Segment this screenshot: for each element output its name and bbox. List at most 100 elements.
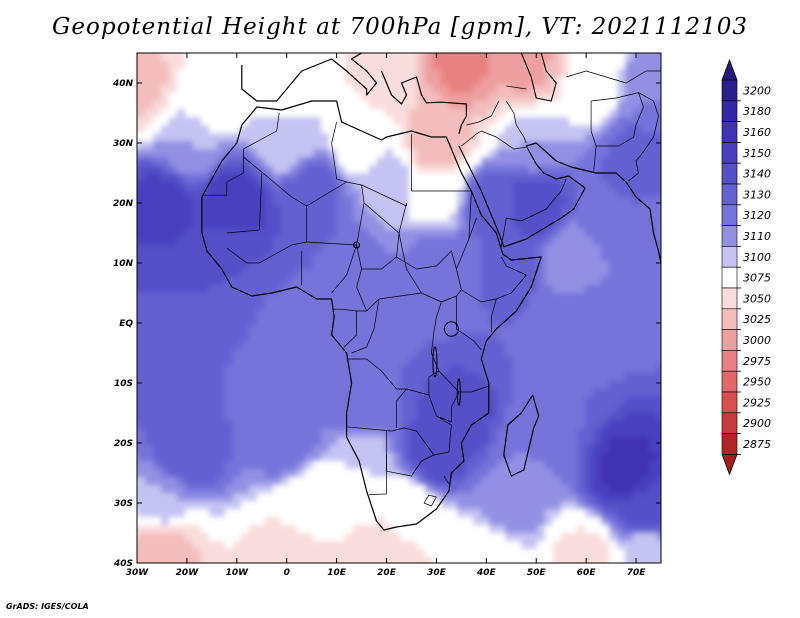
field-cell <box>185 173 194 182</box>
field-cell <box>193 525 202 534</box>
field-cell <box>297 293 306 302</box>
field-cell <box>425 333 434 342</box>
field-cell <box>337 69 346 78</box>
field-cell <box>185 213 194 222</box>
field-cell <box>625 205 634 214</box>
field-cell <box>273 549 282 558</box>
field-cell <box>473 237 482 246</box>
field-cell <box>601 93 610 102</box>
field-cell <box>169 77 178 86</box>
field-cell <box>457 277 466 286</box>
field-cell <box>201 333 210 342</box>
field-cell <box>433 493 442 502</box>
field-cell <box>441 309 450 318</box>
field-cell <box>337 517 346 526</box>
field-cell <box>177 517 186 526</box>
field-cell <box>497 565 506 574</box>
field-cell <box>369 221 378 230</box>
field-cell <box>545 469 554 478</box>
field-cell <box>289 173 298 182</box>
field-cell <box>233 477 242 486</box>
field-cell <box>401 461 410 470</box>
field-cell <box>289 413 298 422</box>
field-cell <box>513 381 522 390</box>
field-cell <box>585 541 594 550</box>
field-cell <box>369 477 378 486</box>
field-cell <box>513 405 522 414</box>
field-cell <box>161 213 170 222</box>
field-cell <box>577 421 586 430</box>
field-cell <box>361 349 370 358</box>
field-cell <box>225 93 234 102</box>
field-cell <box>649 541 658 550</box>
field-cell <box>657 469 661 478</box>
field-cell <box>233 93 242 102</box>
field-cell <box>649 261 658 270</box>
field-cell <box>425 533 434 542</box>
field-cell <box>457 349 466 358</box>
field-cell <box>665 485 674 494</box>
field-cell <box>225 373 234 382</box>
field-cell <box>585 77 594 86</box>
field-cell <box>201 61 210 70</box>
field-cell <box>393 373 402 382</box>
field-cell <box>369 253 378 262</box>
caspian-coastline <box>520 53 557 102</box>
field-cell <box>449 277 458 286</box>
colorbar-label: 3110 <box>743 230 771 243</box>
field-cell <box>561 461 570 470</box>
field-cell <box>665 413 674 422</box>
field-cell <box>657 229 661 238</box>
field-cell <box>297 149 306 158</box>
field-cell <box>353 277 362 286</box>
field-cell <box>449 133 458 142</box>
field-cell <box>529 501 538 510</box>
field-cell <box>265 501 274 510</box>
field-cell <box>241 93 250 102</box>
field-cell <box>241 101 250 110</box>
field-cell <box>169 533 178 542</box>
field-cell <box>433 333 442 342</box>
field-cell <box>369 461 378 470</box>
field-cell <box>457 541 466 550</box>
field-cell <box>625 117 634 126</box>
field-cell <box>329 53 338 62</box>
field-cell <box>497 157 506 166</box>
field-cell <box>169 157 178 166</box>
field-cell <box>561 421 570 430</box>
field-cell <box>153 141 162 150</box>
field-cell <box>377 509 386 518</box>
field-cell <box>233 357 242 366</box>
field-cell <box>337 389 346 398</box>
field-cell <box>481 357 490 366</box>
field-cell <box>593 453 602 462</box>
field-cell <box>233 77 242 86</box>
field-cell <box>169 485 178 494</box>
field-cell <box>345 301 354 310</box>
field-cell <box>289 133 298 142</box>
field-cell <box>545 501 554 510</box>
field-cell <box>529 181 538 190</box>
field-cell <box>273 445 282 454</box>
field-cell <box>177 213 186 222</box>
field-cell <box>593 109 602 118</box>
field-cell <box>457 309 466 318</box>
field-cell <box>321 237 330 246</box>
field-cell <box>201 429 210 438</box>
field-cell <box>585 229 594 238</box>
field-cell <box>345 309 354 318</box>
field-cell <box>433 189 442 198</box>
field-cell <box>417 245 426 254</box>
field-cell <box>489 261 498 270</box>
field-cell <box>329 133 338 142</box>
field-cell <box>313 61 322 70</box>
field-cell <box>297 229 306 238</box>
field-cell <box>145 149 154 158</box>
field-cell <box>289 317 298 326</box>
field-cell <box>393 173 402 182</box>
field-cell <box>625 173 634 182</box>
field-cell <box>217 285 226 294</box>
field-cell <box>561 157 570 166</box>
field-cell <box>289 341 298 350</box>
field-cell <box>489 501 498 510</box>
